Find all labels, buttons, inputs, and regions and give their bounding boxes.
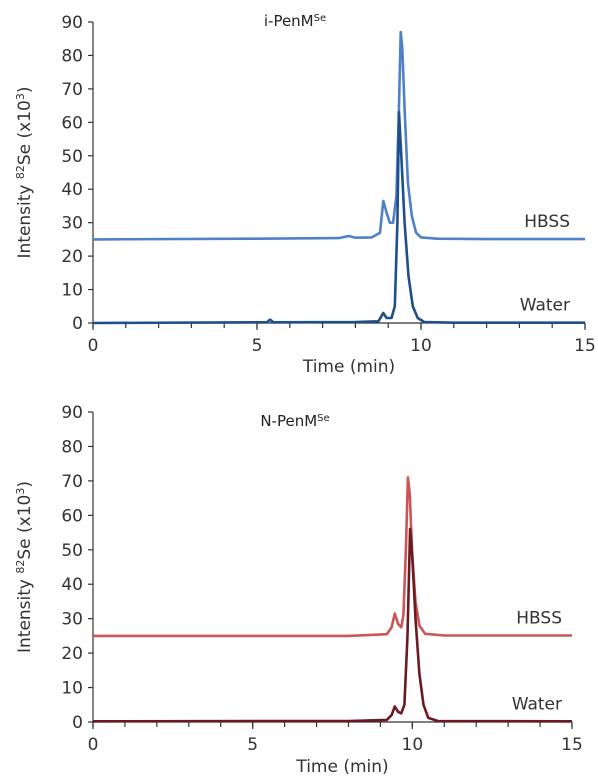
- y-tick-label: 50: [61, 541, 83, 561]
- chart-title: N-PenMSe: [260, 412, 329, 430]
- y-tick-label: 30: [61, 214, 83, 234]
- x-axis-label: Time (min): [295, 757, 388, 777]
- x-tick-label: 5: [252, 336, 263, 356]
- y-tick-label: 20: [61, 644, 83, 664]
- y-tick-label: 30: [61, 610, 83, 630]
- chart-panel-2: 0 10 20 30 40 50 60 70 80 90 0 5 10 15 Time (min) Inten…: [14, 403, 583, 777]
- chart-panel-1: 0 10 20 30 40 50 60 70 80 90 0 5 10 15 Time (min) Inten…: [14, 12, 596, 377]
- y-tick-label: 40: [61, 575, 83, 595]
- series-line-water: [92, 527, 573, 723]
- y-tick-label: 60: [61, 113, 83, 133]
- y-tick-label: 10: [61, 281, 83, 301]
- x-tick-label: 15: [574, 336, 596, 356]
- x-tick-label: 5: [247, 735, 258, 755]
- y-tick-label: 90: [61, 13, 83, 33]
- y-tick-label: 10: [61, 679, 83, 699]
- y-tick-label: 40: [61, 180, 83, 200]
- series-label-hbss: HBSS: [516, 609, 562, 629]
- x-tick-label: 15: [561, 735, 583, 755]
- y-axis-label: Intensity 82Se (x103): [14, 86, 36, 258]
- y-tick-label: 70: [61, 80, 83, 100]
- y-tick-label: 70: [61, 472, 83, 492]
- series-line-hbss: [92, 30, 585, 241]
- series-label-water: Water: [512, 694, 562, 714]
- series-label-water: Water: [520, 296, 570, 316]
- y-tick-label: 20: [61, 247, 83, 267]
- y-tick-label: 60: [61, 506, 83, 526]
- x-tick-label: 0: [88, 735, 99, 755]
- series-line-water: [92, 111, 585, 325]
- x-axis-label: Time (min): [302, 357, 395, 377]
- y-axis-label: Intensity 82Se (x103): [14, 481, 36, 653]
- y-tick-label: 80: [61, 437, 83, 457]
- x-tick-label: 0: [88, 336, 99, 356]
- y-tick-label: 80: [61, 46, 83, 66]
- y-tick-label: 90: [61, 403, 83, 423]
- series-label-hbss: HBSS: [524, 212, 570, 232]
- y-tick-label: 0: [72, 713, 83, 733]
- series-line-hbss: [93, 476, 572, 638]
- chart-title: i-PenMSe: [264, 12, 326, 30]
- y-tick-label: 50: [61, 147, 83, 167]
- x-tick-label: 10: [410, 336, 432, 356]
- x-tick-label: 10: [402, 735, 424, 755]
- y-tick-label: 0: [72, 314, 83, 334]
